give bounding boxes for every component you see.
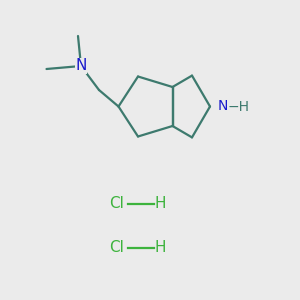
Text: H: H — [154, 196, 166, 211]
Text: Cl: Cl — [110, 240, 124, 255]
Text: −H: −H — [228, 100, 250, 114]
Text: N: N — [75, 58, 87, 74]
Text: Cl: Cl — [110, 196, 124, 211]
Text: N: N — [218, 100, 228, 113]
Text: H: H — [154, 240, 166, 255]
